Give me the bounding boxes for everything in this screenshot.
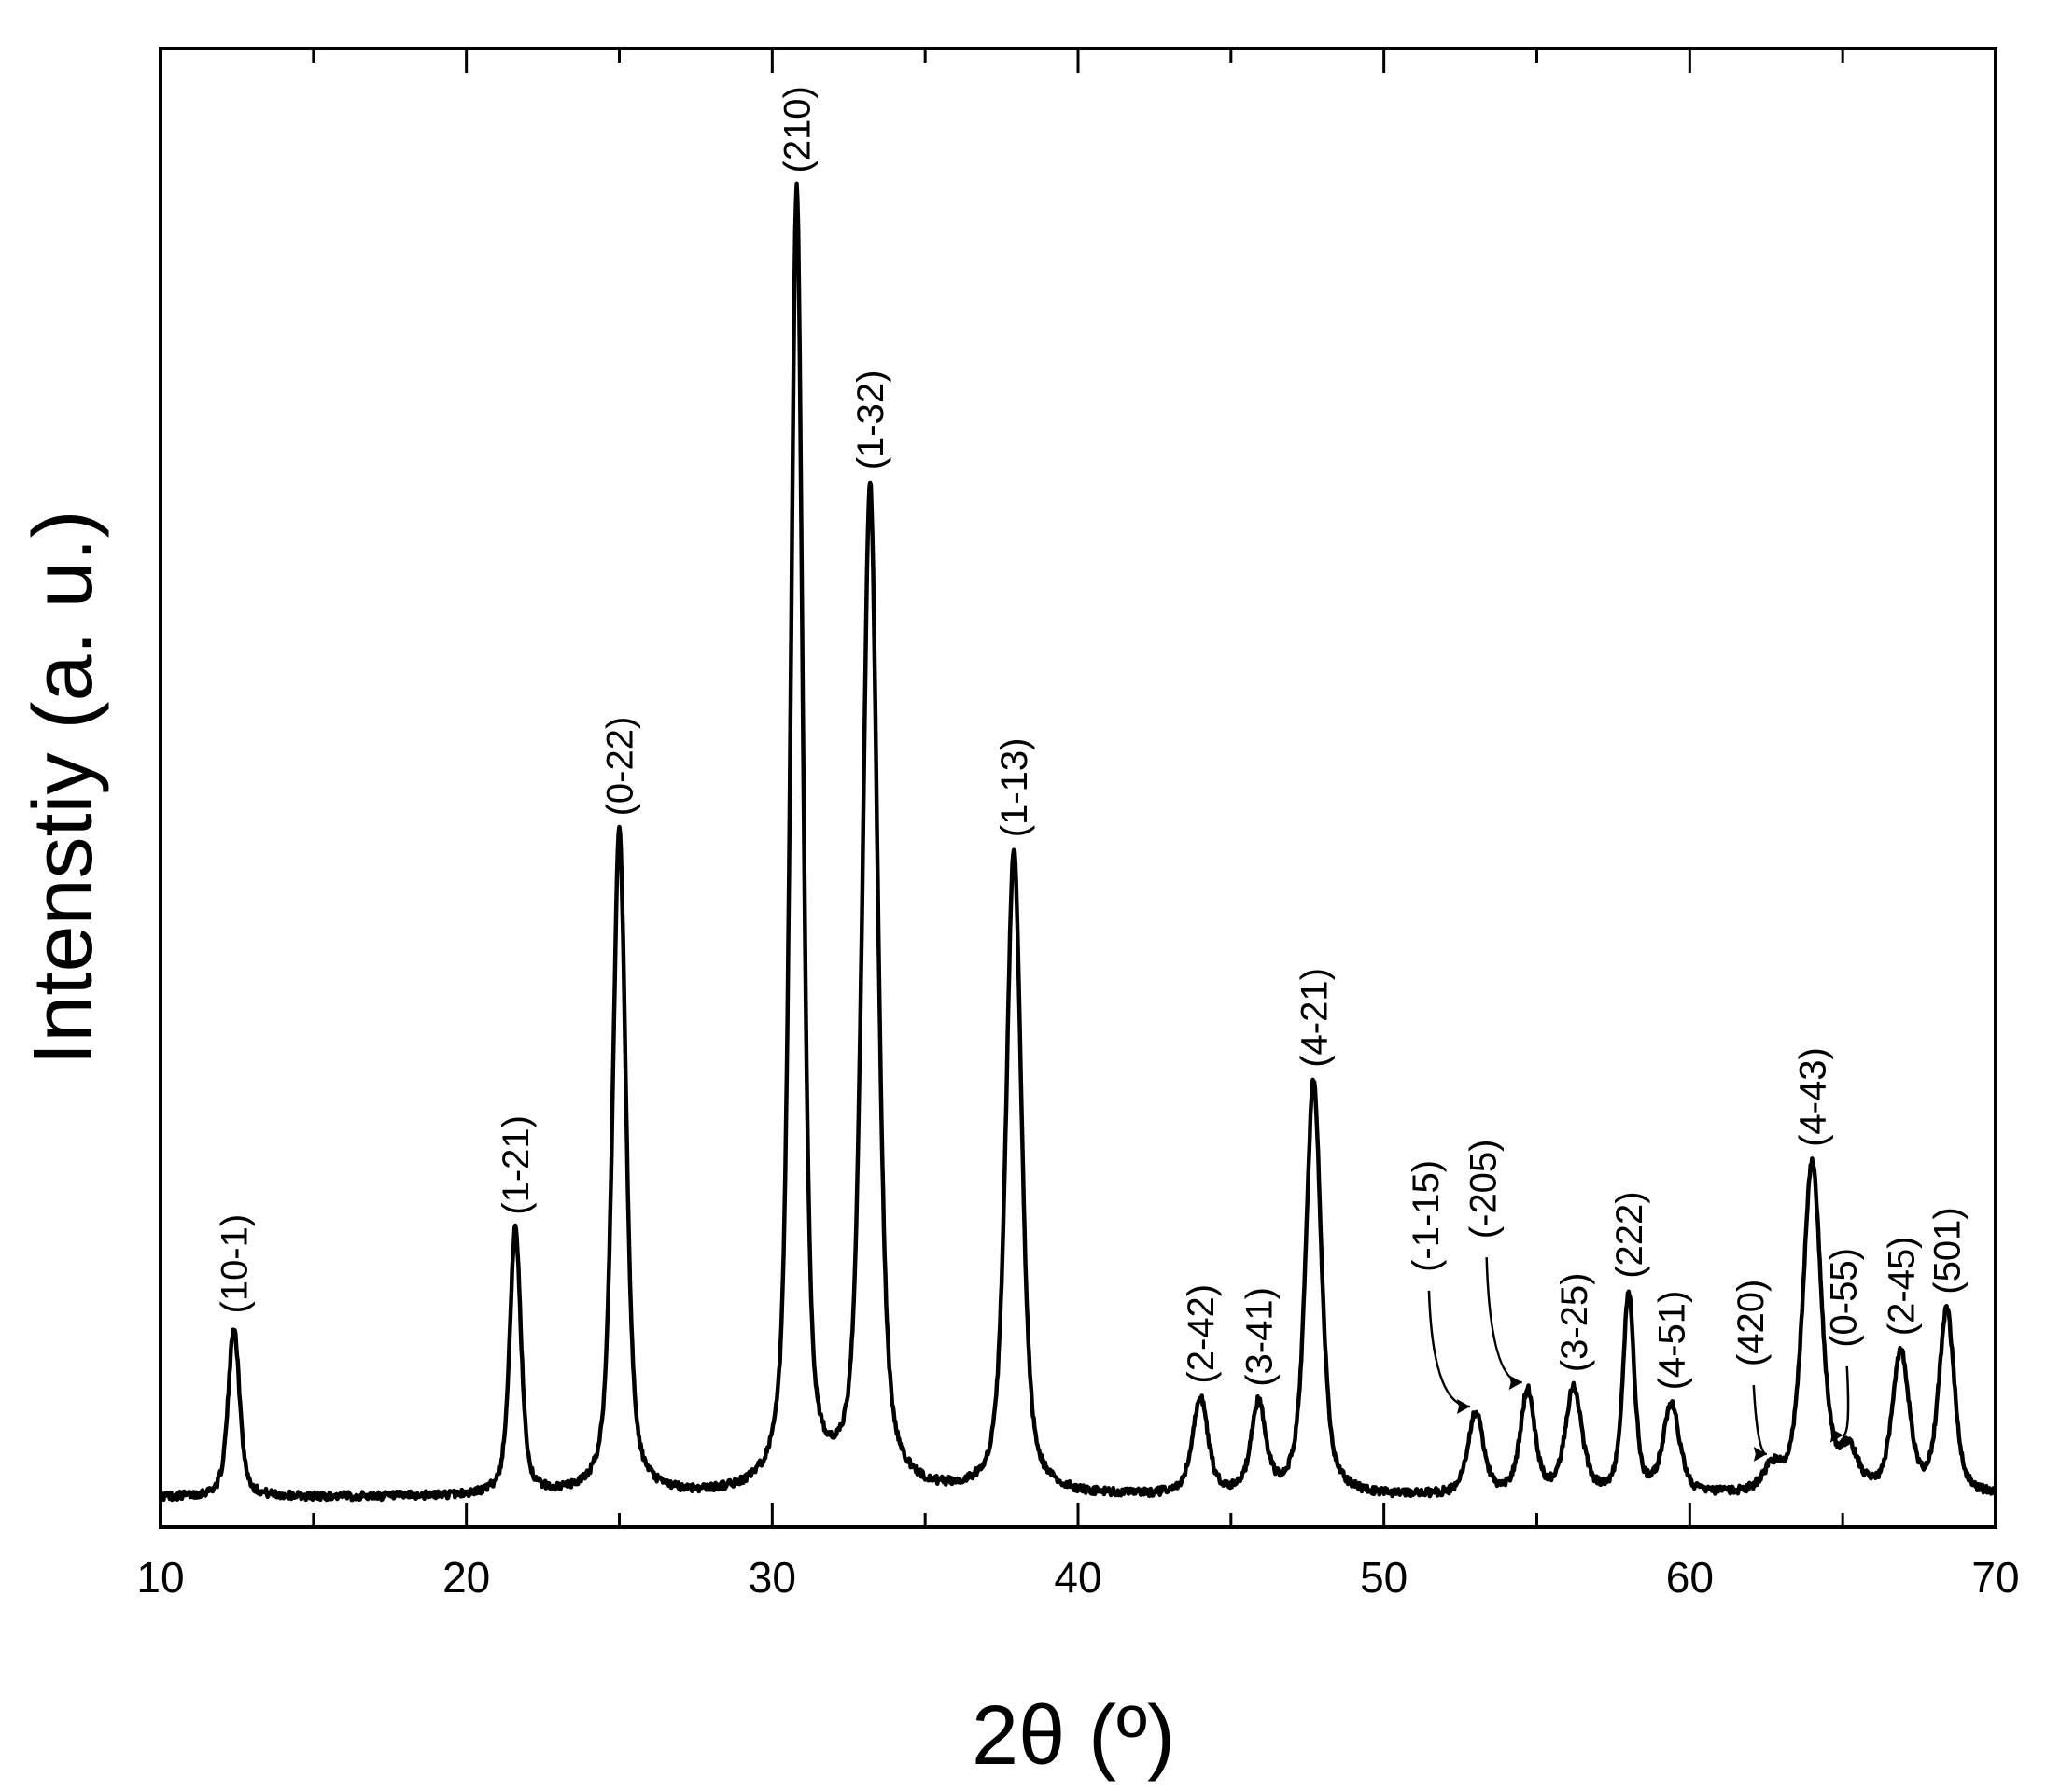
peak-arrow-head (1508, 1375, 1522, 1391)
x-tick-label: 40 (1054, 1553, 1101, 1602)
peak-label: (2-42) (1181, 1284, 1222, 1384)
peak-arrow-head (1829, 1427, 1843, 1443)
xrd-trace (158, 181, 1998, 1503)
plot-frame (159, 47, 1997, 1529)
peak-label: (-205) (1464, 1139, 1505, 1239)
peak-label: (0-22) (600, 717, 641, 817)
peak-label: (3-41) (1239, 1287, 1280, 1387)
peak-arrow (1427, 1290, 1471, 1408)
peak-arrow-head (1753, 1447, 1767, 1463)
peak-arrow (1752, 1384, 1768, 1456)
y-axis-label: Intenstiy (a. u.) (17, 510, 110, 1065)
x-tick-label: 70 (1971, 1553, 2019, 1602)
peak-label: (4-43) (1792, 1047, 1833, 1147)
peak-label: (0-55) (1824, 1248, 1865, 1348)
peak-label: (-1-15) (1406, 1160, 1447, 1272)
peak-label: (1-21) (496, 1115, 537, 1215)
peak-labels: (10-1) (1-21) (0-22) (210) (1-32) (1-13) (2-42… (215, 86, 1969, 1463)
x-tick-label: 60 (1666, 1553, 1714, 1602)
x-tick-label: 50 (1360, 1553, 1408, 1602)
peak-arrow-head (1456, 1398, 1470, 1414)
peak-arrow (1843, 1365, 1850, 1437)
peak-label: (2-45) (1881, 1236, 1922, 1336)
peak-label: (210) (778, 86, 819, 173)
peak-label: (1-32) (850, 371, 891, 470)
peak-label: (10-1) (215, 1214, 256, 1314)
x-tick-label: 30 (749, 1553, 796, 1602)
peak-label: (1-13) (994, 737, 1035, 837)
peak-arrow (1485, 1257, 1522, 1384)
peak-label: (420) (1731, 1280, 1772, 1366)
peak-label: (4-51) (1652, 1291, 1693, 1391)
x-tick-label: 10 (136, 1553, 184, 1602)
x-axis-label: 2θ (º) (972, 1689, 1175, 1783)
peak-label: (3-25) (1554, 1272, 1595, 1372)
x-tick-label: 20 (442, 1553, 490, 1602)
peak-label: (501) (1927, 1207, 1969, 1294)
ticks: 10 20 30 40 50 60 70 (136, 49, 2020, 1602)
peak-label: (222) (1609, 1191, 1650, 1278)
peak-label: (4-21) (1294, 968, 1335, 1068)
plot-area (158, 181, 1998, 1503)
